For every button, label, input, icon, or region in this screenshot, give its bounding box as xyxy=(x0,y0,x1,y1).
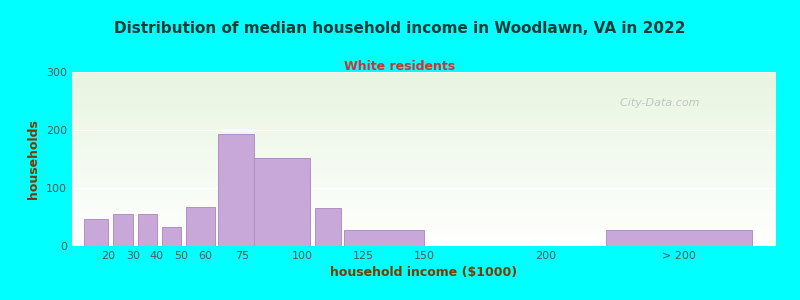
Text: Distribution of median household income in Woodlawn, VA in 2022: Distribution of median household income … xyxy=(114,21,686,36)
Text: City-Data.com: City-Data.com xyxy=(613,98,699,108)
Bar xyxy=(314,208,342,246)
Bar xyxy=(186,207,215,246)
X-axis label: household income ($1000): household income ($1000) xyxy=(330,266,518,279)
Bar xyxy=(114,214,133,246)
Y-axis label: households: households xyxy=(27,119,41,199)
Bar xyxy=(218,134,254,246)
Bar xyxy=(84,219,109,246)
Bar xyxy=(138,214,157,246)
Bar xyxy=(606,230,752,246)
Bar xyxy=(344,230,424,246)
Bar xyxy=(254,158,310,246)
Bar xyxy=(162,227,182,246)
Text: White residents: White residents xyxy=(345,60,455,73)
